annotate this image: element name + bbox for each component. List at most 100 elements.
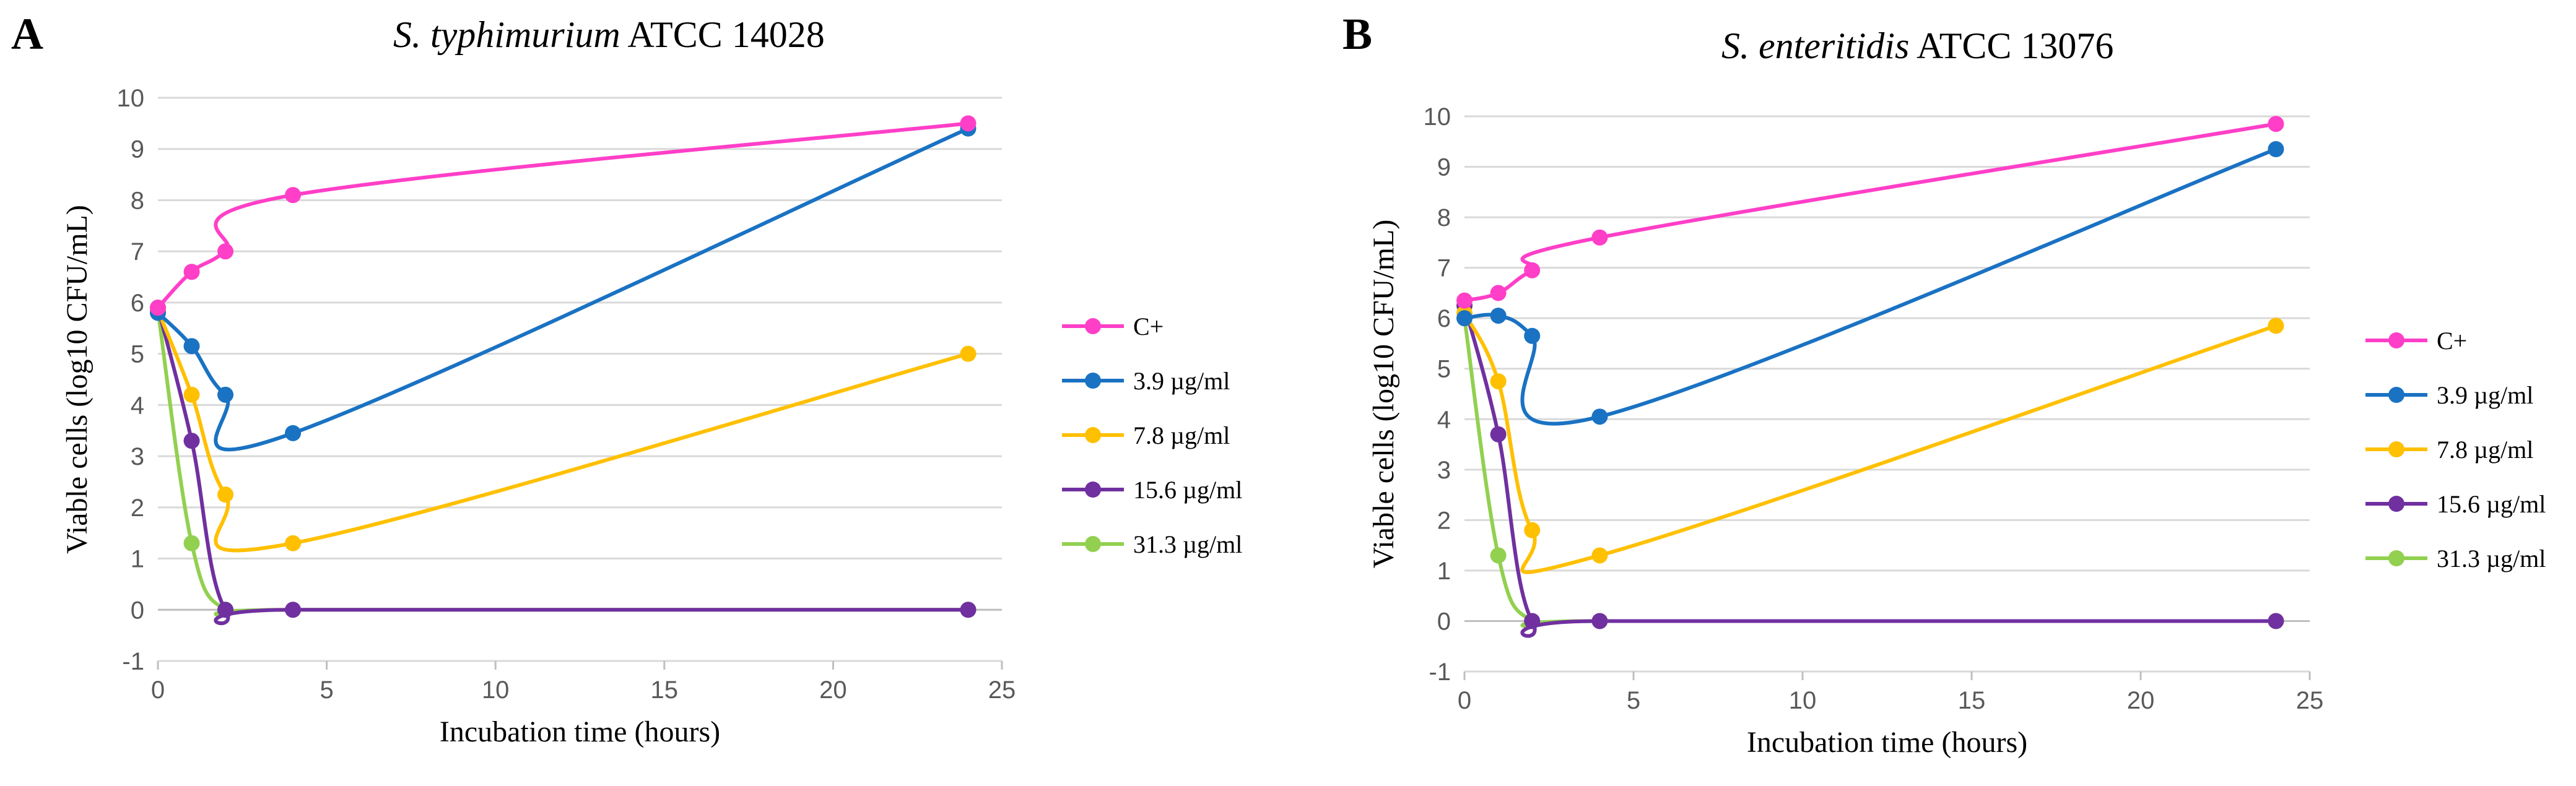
data-point <box>1490 426 1507 443</box>
legend-label: 3.9 µg/ml <box>2437 381 2533 409</box>
x-tick-label: 20 <box>2127 687 2155 714</box>
legend-label: 15.6 µg/ml <box>1133 476 1242 504</box>
x-tick-label: 15 <box>1958 687 1986 714</box>
legend-label: C+ <box>1133 313 1164 340</box>
data-point <box>1490 373 1507 390</box>
data-point <box>960 345 977 362</box>
x-tick-label: 0 <box>151 676 165 704</box>
data-point <box>1490 308 1507 324</box>
y-axis-label: Viable cells (log10 CFU/mL) <box>61 205 94 554</box>
data-point <box>183 535 200 551</box>
x-tick-label: 20 <box>819 676 847 704</box>
legend-label: 31.3 µg/ml <box>1133 530 1242 558</box>
series-line <box>156 308 970 617</box>
data-point <box>183 264 200 280</box>
data-point <box>150 300 166 316</box>
data-point <box>285 602 302 618</box>
data-point <box>1456 310 1473 327</box>
x-tick-label: 15 <box>651 676 679 704</box>
data-point <box>217 486 234 503</box>
legend-label: 3.9 µg/ml <box>1133 367 1230 395</box>
y-tick-label: 2 <box>1437 507 1451 534</box>
legend-marker <box>2388 550 2404 566</box>
data-point <box>183 338 200 355</box>
y-tick-label: 0 <box>131 597 144 624</box>
chart-title: S. enteritidis ATCC 13076 <box>1721 25 2113 67</box>
chart-title-species: S. enteritidis <box>1721 25 1910 66</box>
data-point <box>960 115 977 132</box>
x-axis-label: Incubation time (hours) <box>1747 726 2027 759</box>
legend-marker <box>2388 332 2404 348</box>
x-tick-label: 10 <box>482 676 510 704</box>
y-axis-label: Viable cells (log10 CFU/mL) <box>1367 220 1400 569</box>
series-line <box>1463 311 2278 574</box>
data-point <box>1591 613 1608 629</box>
y-tick-label: 8 <box>1437 204 1451 231</box>
legend-label: C+ <box>2437 327 2467 355</box>
y-tick-label: 9 <box>1437 154 1451 181</box>
y-tick-label: 1 <box>131 546 144 573</box>
panel-a: A S. typhimurium ATCC 14028 -1 0 1 2 3 4 5 6 7 8 9… <box>11 9 1242 748</box>
x-tick-label: 0 <box>1458 687 1471 714</box>
series-line <box>156 121 970 310</box>
y-tick-label: 5 <box>131 341 144 368</box>
data-point <box>285 535 302 551</box>
y-tick-label: 6 <box>1437 305 1451 332</box>
data-point <box>960 602 977 618</box>
series-line <box>156 126 970 452</box>
series-line <box>1463 303 2278 638</box>
chart-title-species: S. typhimurium <box>393 14 620 55</box>
series-line <box>1463 316 2278 628</box>
data-point <box>2268 613 2284 629</box>
data-point <box>1490 547 1507 564</box>
y-tick-label: 7 <box>131 238 144 266</box>
x-tick-label: 5 <box>1627 687 1640 714</box>
chart-a: -1 0 1 2 3 4 5 6 7 8 9 10 0 5 10 15 20 25 Incubation time … <box>61 85 1242 748</box>
legend-marker <box>1085 482 1101 498</box>
legend-marker <box>1085 373 1101 389</box>
data-point <box>1524 327 1541 344</box>
y-tick-label: 10 <box>1424 103 1451 131</box>
y-tick-label: -1 <box>122 648 144 675</box>
y-tick-label: 6 <box>131 290 144 317</box>
y-tick-label: 1 <box>1437 558 1451 585</box>
y-tick-label: 3 <box>1437 457 1451 484</box>
data-point <box>217 386 234 403</box>
data-point <box>1456 292 1473 309</box>
data-point <box>183 386 200 403</box>
data-point <box>2268 317 2284 334</box>
data-point <box>285 187 302 204</box>
data-point <box>217 243 234 260</box>
chart-title: S. typhimurium ATCC 14028 <box>393 14 825 56</box>
y-tick-label: 3 <box>131 443 144 470</box>
legend-marker <box>1085 536 1101 552</box>
y-tick-label: 5 <box>1437 356 1451 383</box>
data-point <box>1591 547 1608 564</box>
data-point <box>1490 285 1507 301</box>
legend-label: 7.8 µg/ml <box>1133 421 1230 449</box>
panel-label: A <box>11 9 43 59</box>
x-axis-label: Incubation time (hours) <box>440 715 720 748</box>
legend-marker <box>1085 427 1101 443</box>
data-point <box>183 433 200 449</box>
x-tick-label: 5 <box>320 676 333 704</box>
data-point <box>1591 408 1608 425</box>
y-tick-label: 7 <box>1437 255 1451 282</box>
y-tick-label: 8 <box>131 187 144 214</box>
series-line <box>156 306 970 626</box>
data-point <box>2268 116 2284 132</box>
y-tick-label: 0 <box>1437 608 1451 635</box>
y-tick-label: 4 <box>1437 406 1451 433</box>
data-point <box>2268 141 2284 158</box>
y-tick-label: -1 <box>1429 659 1451 686</box>
x-tick-label: 25 <box>2296 687 2324 714</box>
chart-title-strain: ATCC 14028 <box>627 14 825 55</box>
legend-marker <box>2388 441 2404 457</box>
series-line <box>1463 147 2278 426</box>
y-tick-label: 2 <box>131 494 144 522</box>
legend-label: 7.8 µg/ml <box>2437 436 2533 464</box>
legend-marker <box>2388 387 2404 403</box>
x-tick-label: 25 <box>988 676 1016 704</box>
x-tick-label: 10 <box>1789 687 1817 714</box>
data-point <box>217 602 234 618</box>
